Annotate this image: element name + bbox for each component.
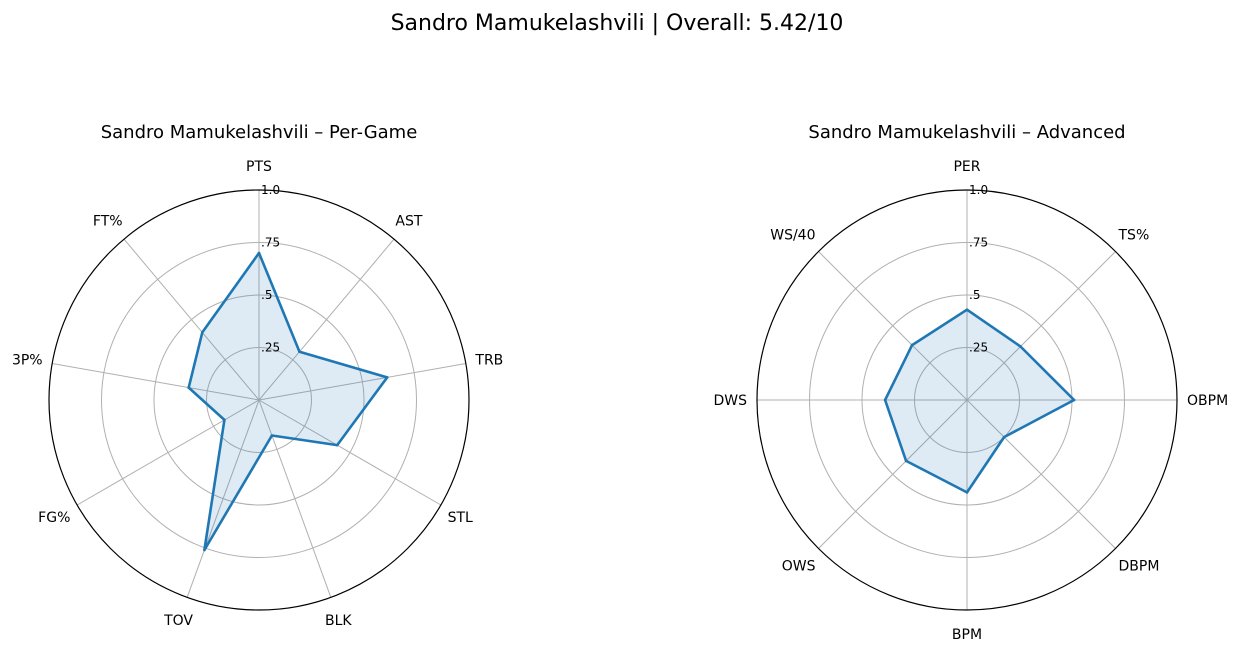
axis-label-stl: STL <box>448 510 473 526</box>
r-tick-label: .5 <box>969 288 980 302</box>
data-point-fg-pct <box>223 418 226 422</box>
grid-spoke <box>258 399 332 598</box>
axis-label-fg-pct: FG% <box>38 510 70 526</box>
axis-label-ows: OWS <box>782 559 816 575</box>
r-tick-label: .25 <box>261 341 280 355</box>
axis-label-ast: AST <box>395 214 422 230</box>
grid-spoke <box>258 399 442 506</box>
data-point-ft-pct <box>201 331 204 334</box>
r-tick-label: .25 <box>969 341 988 355</box>
polar-frame <box>756 189 1178 611</box>
axis-label-ft-pct: FT% <box>93 214 123 230</box>
grid-spoke <box>966 251 1116 401</box>
series-area <box>188 253 388 550</box>
axis-label-bpm: BPM <box>952 627 982 643</box>
polar-frame <box>48 189 470 611</box>
grid-spoke <box>123 238 260 401</box>
grid-spoke <box>818 399 968 549</box>
axis-label-trb: TRB <box>474 352 503 368</box>
data-point-blk <box>270 434 274 437</box>
axis-label-blk: BLK <box>325 613 352 629</box>
axis-label-obpm: OBPM <box>1187 393 1228 409</box>
chart-title-per-game: Sandro Mamukelashvili – Per-Game <box>101 122 418 143</box>
axis-label-tov: TOV <box>163 613 193 629</box>
axis-label-ws-per-40: WS/40 <box>770 228 815 244</box>
grid-spoke <box>258 238 395 401</box>
r-tick-label: 1.0 <box>969 183 988 197</box>
data-point-pts <box>257 251 261 255</box>
axis-label-pts: PTS <box>246 159 272 175</box>
radar-chart-per-game: Sandro Mamukelashvili – Per-Game .25 .5 .7… <box>12 122 503 629</box>
series-area <box>885 309 1075 493</box>
r-tick-label: 1.0 <box>261 183 280 197</box>
r-tick-label: .75 <box>969 236 988 250</box>
data-point-ts-pct <box>1019 345 1022 348</box>
grid-spoke <box>818 251 968 401</box>
r-tick-label: .5 <box>261 288 272 302</box>
data-point-bpm <box>965 491 969 494</box>
grid-spoke <box>76 399 260 506</box>
grid-spoke <box>258 363 466 401</box>
data-point-ows <box>904 459 908 463</box>
series-line <box>187 251 389 552</box>
figure-title: Sandro Mamukelashvili | Overall: 5.42/10 <box>391 11 844 36</box>
axis-label-dws: DWS <box>713 393 747 409</box>
data-point-stl <box>335 443 339 447</box>
data-point-ws-per-40 <box>910 343 914 347</box>
data-point-dws <box>883 398 887 402</box>
grid-spoke <box>52 363 260 401</box>
axis-label-per: PER <box>953 159 980 175</box>
data-point-trb <box>385 376 389 379</box>
data-point-per <box>965 308 969 312</box>
data-point-obpm <box>1072 398 1076 402</box>
data-point-3p-pct <box>187 386 190 389</box>
grid-spoke <box>966 399 1116 549</box>
radar-chart-advanced: Sandro Mamukelashvili – Advanced .25 .5 .7… <box>713 122 1228 643</box>
data-point-ast <box>298 350 301 354</box>
axis-label-ts-pct: TS% <box>1118 228 1150 244</box>
axis-label-3p-pct: 3P% <box>12 352 43 368</box>
data-point-dbpm <box>1002 435 1006 439</box>
axis-label-dbpm: DBPM <box>1119 559 1160 575</box>
data-point-tov <box>203 548 206 552</box>
r-tick-label: .75 <box>261 236 280 250</box>
chart-title-advanced: Sandro Mamukelashvili – Advanced <box>808 122 1125 143</box>
grid-spoke <box>186 399 260 598</box>
